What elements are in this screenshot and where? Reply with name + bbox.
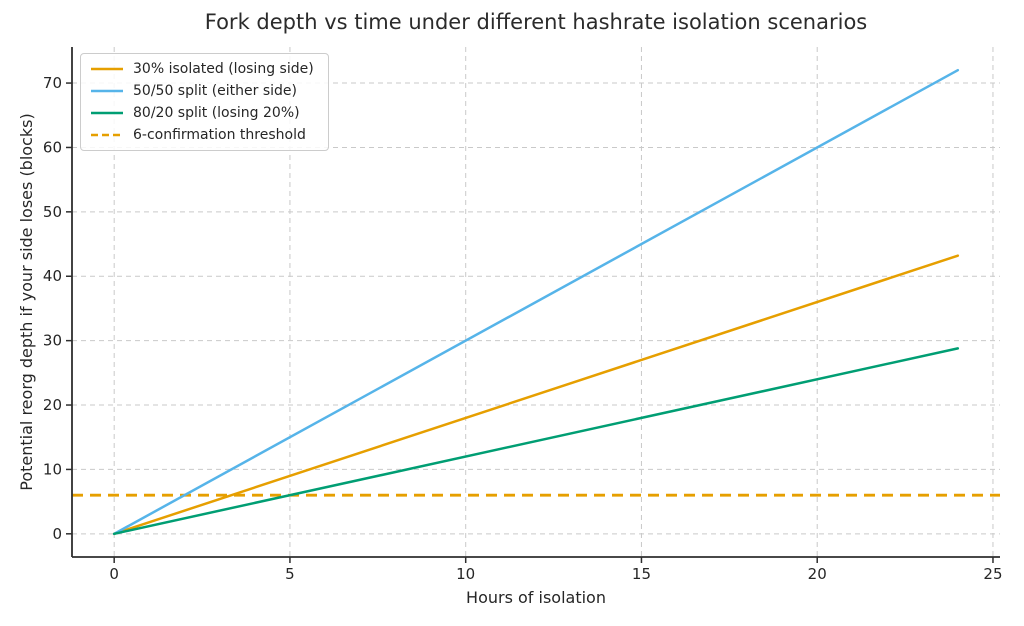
legend-label: 6-confirmation threshold <box>133 127 306 143</box>
y-tick-label: 10 <box>43 460 62 478</box>
y-tick-label: 60 <box>43 138 62 156</box>
y-tick-label: 40 <box>43 267 62 285</box>
legend-swatch-line-icon <box>91 133 123 137</box>
y-tick-label: 0 <box>52 525 62 543</box>
y-tick-label: 20 <box>43 396 62 414</box>
y-tick-label: 70 <box>43 74 62 92</box>
x-tick-label: 5 <box>285 565 295 583</box>
x-tick-label: 15 <box>632 565 651 583</box>
y-tick-label: 50 <box>43 203 62 221</box>
legend-swatch-line-icon <box>91 89 123 93</box>
legend-swatch-line-icon <box>91 111 123 115</box>
y-axis-label: Potential reorg depth if your side loses… <box>17 113 36 491</box>
legend-item: 50/50 split (either side) <box>91 83 314 99</box>
legend-item: 80/20 split (losing 20%) <box>91 105 314 121</box>
x-tick-label: 25 <box>983 565 1002 583</box>
x-axis-label: Hours of isolation <box>466 588 606 607</box>
legend-item: 30% isolated (losing side) <box>91 61 314 77</box>
x-tick-label: 0 <box>109 565 119 583</box>
chart-title: Fork depth vs time under different hashr… <box>204 10 868 34</box>
series-line-0 <box>112 254 960 536</box>
x-tick-label: 20 <box>808 565 827 583</box>
legend-label: 50/50 split (either side) <box>133 83 297 99</box>
series-line-2 <box>112 347 960 536</box>
legend-swatch-line-icon <box>91 67 123 71</box>
legend-item: 6-confirmation threshold <box>91 127 314 143</box>
legend-label: 80/20 split (losing 20%) <box>133 105 300 121</box>
x-tick-label: 10 <box>456 565 475 583</box>
legend-label: 30% isolated (losing side) <box>133 61 314 77</box>
series-line-1 <box>112 68 960 536</box>
y-tick-label: 30 <box>43 332 62 350</box>
legend: 30% isolated (losing side) 50/50 split (e… <box>80 53 329 151</box>
